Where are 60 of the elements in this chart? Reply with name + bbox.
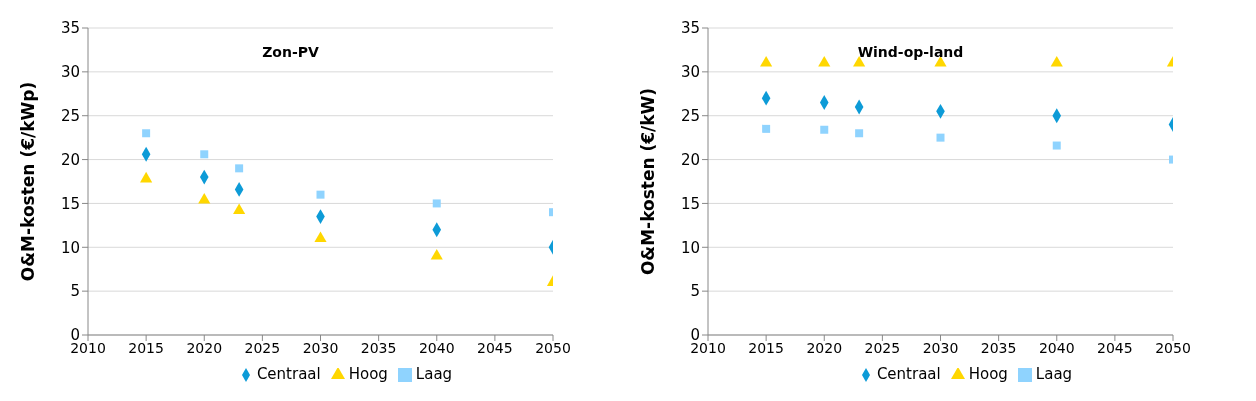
y-tick-label: 25 xyxy=(680,107,700,126)
x-tick-label: 2035 xyxy=(360,339,397,356)
x-tick-label: 2050 xyxy=(1155,339,1191,356)
x-tick-label: 2035 xyxy=(980,339,1017,356)
point xyxy=(430,249,443,260)
y-tick-label: 10 xyxy=(680,238,700,257)
x-tick-label: 2020 xyxy=(186,339,223,356)
point xyxy=(818,56,831,67)
point xyxy=(140,171,153,183)
y-tick-label: 25 xyxy=(60,107,80,126)
x-tick-label: 2045 xyxy=(1097,339,1133,356)
point xyxy=(760,56,773,67)
x-tick-label: 2020 xyxy=(806,339,843,356)
point xyxy=(316,190,325,199)
x-tick-label: 2040 xyxy=(1038,339,1075,356)
point xyxy=(198,192,211,204)
x-tick-label: 2045 xyxy=(477,339,513,356)
x-tick-label: 2025 xyxy=(864,339,901,356)
point xyxy=(1052,141,1061,150)
y-tick-label: 15 xyxy=(60,194,80,213)
text: Wind-op-land xyxy=(856,44,965,60)
y-axis-title: O&M-kosten (€/kWp) xyxy=(18,81,39,282)
legend-label: Laag xyxy=(415,365,453,383)
point xyxy=(314,231,327,243)
point xyxy=(233,203,246,214)
y-axis-title: O&M-kosten (€/kW) xyxy=(638,87,659,276)
x-tick-label: 2015 xyxy=(748,339,784,356)
point xyxy=(936,133,945,142)
x-tick-label: 2010 xyxy=(690,339,726,356)
y-tick-label: 20 xyxy=(680,150,700,169)
y-tick-label: 15 xyxy=(680,194,700,213)
legend-label: Centraal xyxy=(256,365,321,383)
x-tick-label: 2010 xyxy=(70,339,106,356)
y-tick-label: 5 xyxy=(690,282,700,301)
legend-label: Laag xyxy=(1035,365,1073,383)
legend-label: Centraal xyxy=(876,365,941,383)
x-tick-label: 2050 xyxy=(535,339,571,356)
y-tick-label: 10 xyxy=(60,238,80,257)
point xyxy=(432,199,441,208)
x-tick-label: 2040 xyxy=(418,339,455,356)
point xyxy=(820,125,829,134)
x-tick-label: 2025 xyxy=(244,339,281,356)
x-tick-label: 2030 xyxy=(922,339,959,356)
point xyxy=(200,150,209,159)
point xyxy=(855,129,864,138)
point xyxy=(762,124,771,133)
x-tick-label: 2030 xyxy=(302,339,339,356)
y-tick-label: 30 xyxy=(680,63,700,82)
y-tick-label: 35 xyxy=(60,19,80,38)
y-tick-label: 20 xyxy=(60,150,80,169)
y-tick-label: 30 xyxy=(60,63,80,82)
point xyxy=(142,129,151,138)
point xyxy=(1050,56,1063,67)
y-tick-label: 5 xyxy=(70,282,80,301)
legend-label: Hoog xyxy=(968,365,1008,383)
legend-label: Hoog xyxy=(348,365,388,383)
text: Zon-PV xyxy=(261,44,320,60)
x-tick-label: 2015 xyxy=(128,339,164,356)
y-tick-label: 35 xyxy=(680,19,700,38)
point xyxy=(235,164,244,173)
